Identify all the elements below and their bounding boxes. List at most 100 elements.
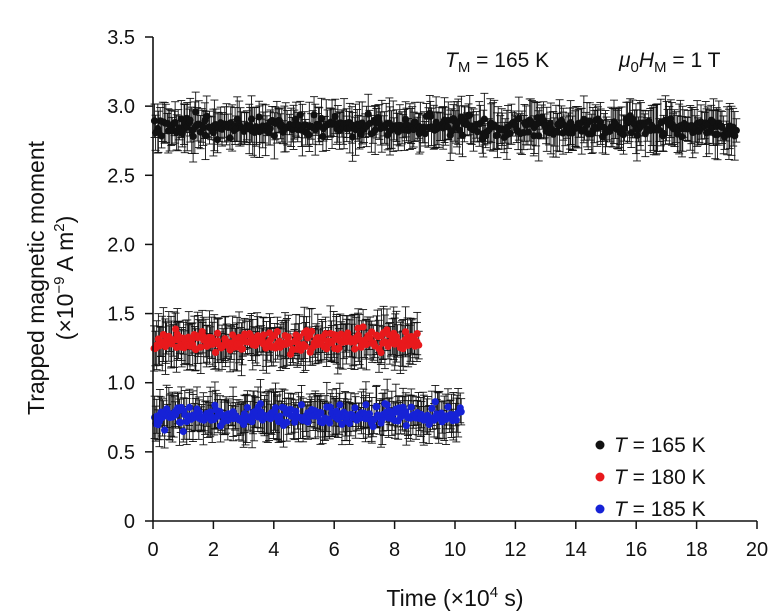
data-point xyxy=(369,423,377,431)
data-point xyxy=(466,111,474,119)
y-label-pre: (×10 xyxy=(52,294,78,341)
x-tick-label: 20 xyxy=(746,539,768,561)
data-point xyxy=(326,419,334,427)
data-point xyxy=(209,128,217,137)
data-point xyxy=(247,115,256,123)
data-point xyxy=(197,343,205,351)
data-point xyxy=(402,421,410,430)
data-point xyxy=(458,131,467,139)
y-tick-label: 1.0 xyxy=(107,373,135,395)
data-point xyxy=(351,345,359,353)
annot-hm-value: = 1 T xyxy=(667,49,721,72)
data-point xyxy=(331,112,339,121)
annot-tm-symbol: T xyxy=(445,49,460,72)
data-point xyxy=(296,111,304,119)
data-point xyxy=(273,328,281,336)
y-tick-label: 0 xyxy=(124,511,135,533)
data-point xyxy=(457,408,465,416)
x-tick-label: 18 xyxy=(685,539,707,561)
data-point xyxy=(383,401,391,409)
data-point xyxy=(455,126,463,134)
data-point xyxy=(213,135,222,144)
error-bars-layer xyxy=(150,91,741,449)
data-point xyxy=(335,344,343,352)
data-point xyxy=(351,404,359,412)
series-165k-points xyxy=(150,108,740,144)
data-point xyxy=(619,130,628,139)
legend-label-165k: T = 165 K xyxy=(614,434,706,457)
data-point xyxy=(336,401,344,409)
annot-tm-value: = 165 K xyxy=(470,49,549,72)
data-point xyxy=(211,348,220,357)
data-point xyxy=(659,129,668,138)
x-tick-label: 14 xyxy=(565,539,587,561)
y-axis-label-line1: Trapped magnetic moment xyxy=(23,140,49,415)
data-point xyxy=(535,132,543,140)
data-point xyxy=(201,131,210,140)
data-point xyxy=(308,327,316,335)
x-axis-label-sup: 4 xyxy=(490,584,498,601)
data-point xyxy=(295,333,303,341)
y-tick-label: 3.0 xyxy=(107,96,135,118)
data-point xyxy=(224,416,232,425)
y-label-post: ) xyxy=(52,216,78,224)
data-point xyxy=(713,130,722,139)
data-point xyxy=(364,110,372,118)
y-label-mid: A m xyxy=(52,232,78,277)
data-point xyxy=(179,427,187,436)
legend-marker-185k xyxy=(595,504,605,514)
annot-tm-sub: M xyxy=(458,59,471,76)
data-point xyxy=(186,116,194,124)
data-point xyxy=(304,418,312,426)
data-point xyxy=(260,331,268,339)
data-point xyxy=(539,116,548,124)
data-point xyxy=(421,130,429,138)
legend-item-180k: T = 180 K xyxy=(595,466,706,489)
data-point xyxy=(305,131,313,139)
data-points-layer xyxy=(150,108,740,436)
y-tick-label: 3.5 xyxy=(107,27,135,49)
data-point xyxy=(171,118,179,127)
y-label-sup2: 2 xyxy=(51,223,68,231)
data-point xyxy=(161,426,169,434)
data-point xyxy=(238,345,247,353)
data-point xyxy=(284,333,292,341)
x-ticks: 0 2 4 6 8 10 12 14 16 18 20 xyxy=(147,521,768,561)
annot-mu-symbol: μ xyxy=(618,49,631,72)
data-point xyxy=(732,126,740,135)
data-point xyxy=(157,132,166,140)
data-point xyxy=(426,112,434,121)
data-point xyxy=(524,128,532,136)
data-point xyxy=(431,398,439,406)
x-tick-label: 16 xyxy=(625,539,647,561)
data-point xyxy=(444,403,452,411)
y-axis-label: Trapped magnetic moment (×10−9 A m2) xyxy=(23,140,78,415)
x-axis-label: Time (×104 s) xyxy=(386,584,523,611)
data-point xyxy=(326,403,334,411)
data-point xyxy=(301,342,310,351)
y-tick-label: 2.0 xyxy=(107,234,135,256)
y-tick-label: 2.5 xyxy=(107,165,135,187)
data-point xyxy=(480,115,488,123)
data-point xyxy=(266,124,274,133)
legend-marker-165k xyxy=(595,440,605,450)
data-point xyxy=(348,133,357,141)
data-point xyxy=(297,401,306,409)
x-tick-label: 12 xyxy=(504,539,526,561)
data-point xyxy=(359,323,367,331)
x-axis-label-tail: s) xyxy=(498,585,524,611)
data-point xyxy=(452,416,460,424)
x-tick-label: 4 xyxy=(268,539,279,561)
y-ticks: 0 0.5 1.0 1.5 2.0 2.5 3.0 3.5 xyxy=(107,27,153,533)
data-point xyxy=(678,133,686,141)
x-tick-label: 2 xyxy=(208,539,219,561)
data-point xyxy=(283,418,291,427)
data-point xyxy=(199,124,207,132)
axes: 0 2 4 6 8 10 12 14 16 18 20 0 0.5 1.0 1.5 2.0 2.5 3.0 3.5 xyxy=(107,27,768,561)
data-point xyxy=(415,341,423,349)
legend-item-185k: T = 185 K xyxy=(595,498,706,521)
data-point xyxy=(255,113,263,121)
data-point xyxy=(292,407,300,415)
series-180k-points xyxy=(150,323,423,358)
